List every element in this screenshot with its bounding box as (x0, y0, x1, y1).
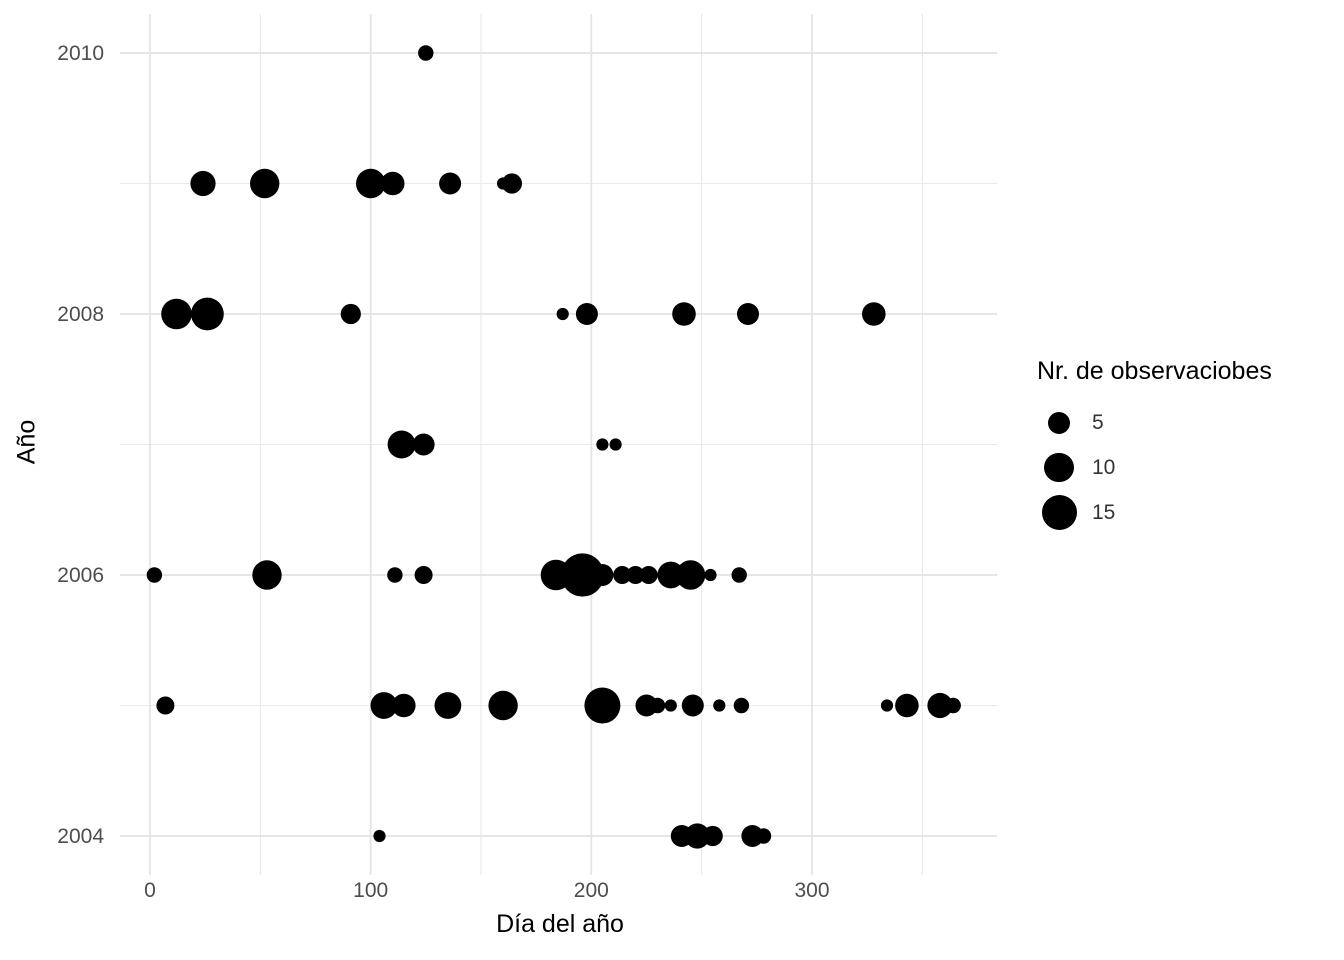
y-axis-title: Año (12, 419, 41, 465)
data-point (380, 171, 405, 196)
data-point (156, 696, 175, 715)
data-point (392, 693, 416, 718)
data-point (639, 566, 658, 584)
size-dot-icon (1044, 452, 1074, 483)
x-tick-label: 300 (794, 879, 829, 902)
data-point (741, 825, 764, 847)
data-point (733, 697, 750, 714)
legend-label: 10 (1092, 455, 1116, 479)
legend-key (1037, 411, 1081, 434)
data-point (250, 168, 280, 199)
data-point (373, 829, 386, 843)
data-point (895, 693, 919, 718)
data-point (146, 567, 163, 583)
data-point (681, 694, 704, 717)
legend-item: 5 (1037, 400, 1337, 445)
data-point (945, 697, 961, 714)
data-point (439, 172, 462, 195)
legend-label: 15 (1092, 500, 1116, 524)
data-point (190, 170, 216, 197)
data-point (501, 173, 522, 194)
data-point (434, 692, 462, 719)
data-point (880, 699, 894, 712)
data-point (370, 692, 398, 719)
legend-label: 5 (1092, 410, 1104, 434)
data-point (755, 828, 772, 844)
data-point (702, 825, 723, 847)
data-point (672, 302, 696, 326)
legend-items: 5 10 15 (1037, 400, 1337, 535)
legend: Nr. de observaciobes 5 10 15 (1037, 357, 1337, 535)
legend-item: 15 (1037, 490, 1337, 535)
data-point (609, 438, 622, 451)
data-point (731, 567, 747, 583)
data-point (862, 302, 886, 326)
y-tick-label: 2008 (57, 303, 104, 326)
data-point (584, 687, 621, 724)
data-point (161, 298, 192, 330)
data-point (560, 553, 605, 597)
data-point (927, 692, 953, 719)
y-tick-label: 2010 (57, 42, 104, 65)
x-tick-label: 200 (574, 879, 609, 902)
data-point (414, 566, 433, 584)
legend-item: 10 (1037, 445, 1337, 490)
data-point (737, 303, 759, 325)
size-dot-icon (1041, 495, 1077, 530)
data-point (340, 303, 361, 325)
data-point (684, 823, 710, 849)
data-point (488, 690, 518, 721)
data-point (387, 567, 403, 583)
data-point (191, 297, 224, 331)
data-point (657, 561, 685, 589)
data-point (626, 566, 645, 584)
data-point (596, 438, 609, 451)
legend-title: Nr. de observaciobes (1037, 357, 1272, 385)
legend-key (1037, 452, 1081, 483)
data-point (387, 430, 416, 459)
data-point (575, 303, 598, 325)
data-point (356, 168, 386, 199)
data-point (664, 699, 677, 712)
size-dot-icon (1048, 411, 1070, 434)
legend-key (1037, 495, 1081, 530)
x-tick-label: 0 (144, 879, 156, 902)
data-point (649, 697, 666, 714)
x-tick-label: 100 (353, 879, 388, 902)
data-point (704, 568, 717, 582)
data-point (412, 433, 435, 456)
y-tick-label: 2004 (57, 825, 104, 848)
data-point (713, 699, 726, 712)
data-point (556, 307, 569, 321)
x-axis-title: Día del año (496, 910, 624, 938)
data-point (675, 560, 706, 590)
data-point (418, 45, 434, 61)
data-point (591, 564, 614, 586)
data-point (635, 694, 658, 717)
data-point (613, 566, 632, 584)
y-tick-label: 2006 (57, 564, 104, 587)
data-point (252, 560, 282, 590)
